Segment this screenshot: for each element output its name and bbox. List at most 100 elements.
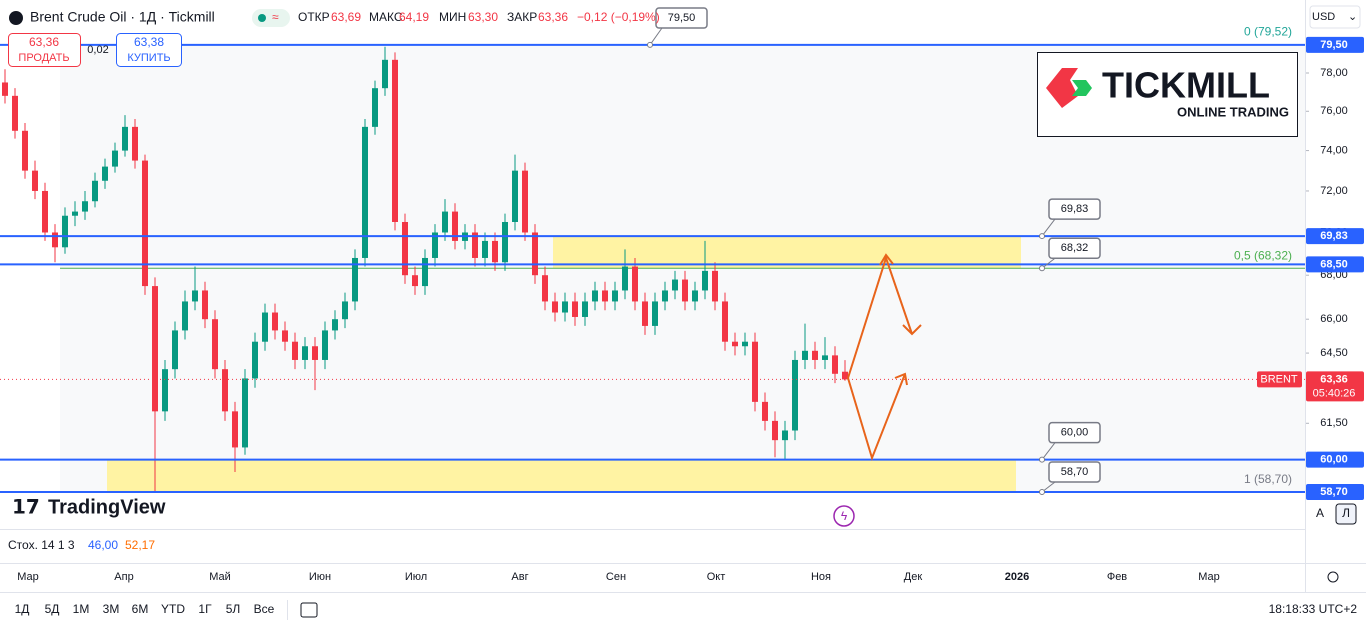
candle-body — [262, 312, 268, 342]
symbol: Brent Crude Oil · 1Д · Tickmill — [30, 9, 215, 25]
callout-anchor — [1039, 488, 1045, 495]
candle-body — [232, 411, 238, 448]
candle-body — [62, 215, 68, 248]
brand-name: TICKMILL — [1102, 65, 1270, 106]
x-tick-label: 2026 — [1005, 571, 1029, 583]
range-button[interactable]: 3М — [103, 602, 120, 616]
buy-label: КУПИТЬ — [127, 52, 170, 64]
level-tag — [1306, 483, 1364, 500]
candle-body — [792, 359, 798, 431]
candle-body — [592, 290, 598, 302]
ohlc-label: ОТКР — [298, 10, 330, 24]
status-badge — [252, 9, 290, 27]
spread: 0,02 — [87, 44, 108, 56]
last-price-tag — [1306, 371, 1364, 402]
candle-body — [12, 95, 18, 131]
candle-body — [822, 355, 828, 360]
ohlc-value: 63,69 — [331, 10, 361, 24]
candle-body — [122, 126, 128, 151]
settings-icon[interactable] — [1327, 571, 1339, 583]
candle-body — [142, 160, 148, 287]
y-tick-label: 66,00 — [1320, 313, 1348, 325]
candle-body — [212, 319, 218, 370]
candle-body — [162, 369, 168, 412]
candle-body — [652, 301, 658, 326]
candle-body — [842, 371, 848, 380]
auto-button[interactable] — [1310, 504, 1330, 524]
candle-body — [832, 355, 838, 374]
callout-box — [1048, 421, 1101, 444]
candle-body — [502, 221, 508, 263]
forecast-arrow — [847, 373, 906, 462]
calendar-icon[interactable] — [300, 602, 318, 618]
candle-body — [192, 290, 198, 302]
x-tick-label: Июл — [405, 571, 427, 583]
range-button[interactable]: 6М — [132, 602, 149, 616]
x-tick-label: Окт — [707, 571, 726, 583]
callout-box — [1048, 237, 1101, 260]
candle-body — [42, 190, 48, 233]
last-price-name-tag — [1257, 371, 1302, 388]
callout-label: 79,50 — [668, 12, 696, 24]
candle-body — [622, 266, 628, 291]
x-tick-label: Сен — [606, 571, 626, 583]
candle-body — [2, 82, 8, 96]
candle-body — [112, 150, 118, 167]
callout-label: 58,70 — [1061, 466, 1089, 478]
range-button[interactable]: Все — [254, 602, 275, 616]
countdown: 05:40:26 — [1313, 387, 1356, 399]
level-tag-label: 58,70 — [1320, 486, 1348, 498]
candle-body — [182, 301, 188, 331]
callout-leader — [1041, 442, 1056, 460]
candle-body — [52, 232, 58, 248]
candle-body — [772, 420, 778, 441]
candle-body — [732, 341, 738, 347]
last-price-label: 63,36 — [1320, 373, 1348, 385]
range-button[interactable]: 1М — [73, 602, 90, 616]
range-button[interactable]: 5Д — [45, 602, 60, 616]
candle-body — [22, 130, 28, 171]
sell-button[interactable] — [8, 33, 81, 67]
candle-body — [452, 211, 458, 241]
currency-button[interactable] — [1309, 5, 1361, 29]
candle-body — [132, 126, 138, 161]
log-button[interactable] — [1335, 503, 1357, 525]
buy-button[interactable] — [116, 33, 182, 67]
candle-body — [762, 401, 768, 421]
fib-label: 0 (79,52) — [1244, 25, 1292, 39]
candle-body — [332, 319, 338, 331]
candle-body — [812, 350, 818, 360]
candle-body — [522, 170, 528, 233]
range-button[interactable]: YTD — [161, 602, 185, 616]
stoch-k: 46,00 — [88, 538, 118, 552]
candle-body — [702, 270, 708, 291]
candle-body — [412, 275, 418, 287]
ohlc-label: МИН — [439, 10, 466, 24]
candle-body — [542, 275, 548, 302]
arrow-head — [894, 372, 908, 386]
lightning-button[interactable] — [833, 505, 855, 527]
candle-body — [402, 221, 408, 276]
log-label: Л — [1342, 506, 1350, 520]
candle-body — [572, 301, 578, 317]
range-button[interactable]: 1Г — [198, 602, 212, 616]
logo-mark — [1072, 80, 1092, 96]
callout-label: 60,00 — [1061, 427, 1089, 439]
zone — [107, 459, 1016, 492]
range-button[interactable]: 5Л — [226, 602, 241, 616]
tv-brand: TradingView — [48, 496, 166, 518]
candle-body — [422, 257, 428, 287]
stoch-d: 52,17 — [125, 538, 155, 552]
range-button[interactable]: 1Д — [15, 602, 30, 616]
candle-body — [632, 266, 638, 302]
candle-body — [752, 341, 758, 402]
callout-anchor — [1039, 265, 1045, 272]
candle-body — [362, 126, 368, 258]
candle-body — [222, 369, 228, 412]
candle-body — [372, 88, 378, 127]
ohlc-label: ЗАКР — [507, 10, 537, 24]
candle-body — [432, 232, 438, 258]
callout-anchor — [647, 41, 653, 48]
zone — [553, 236, 1021, 269]
callout-box — [1048, 461, 1101, 483]
